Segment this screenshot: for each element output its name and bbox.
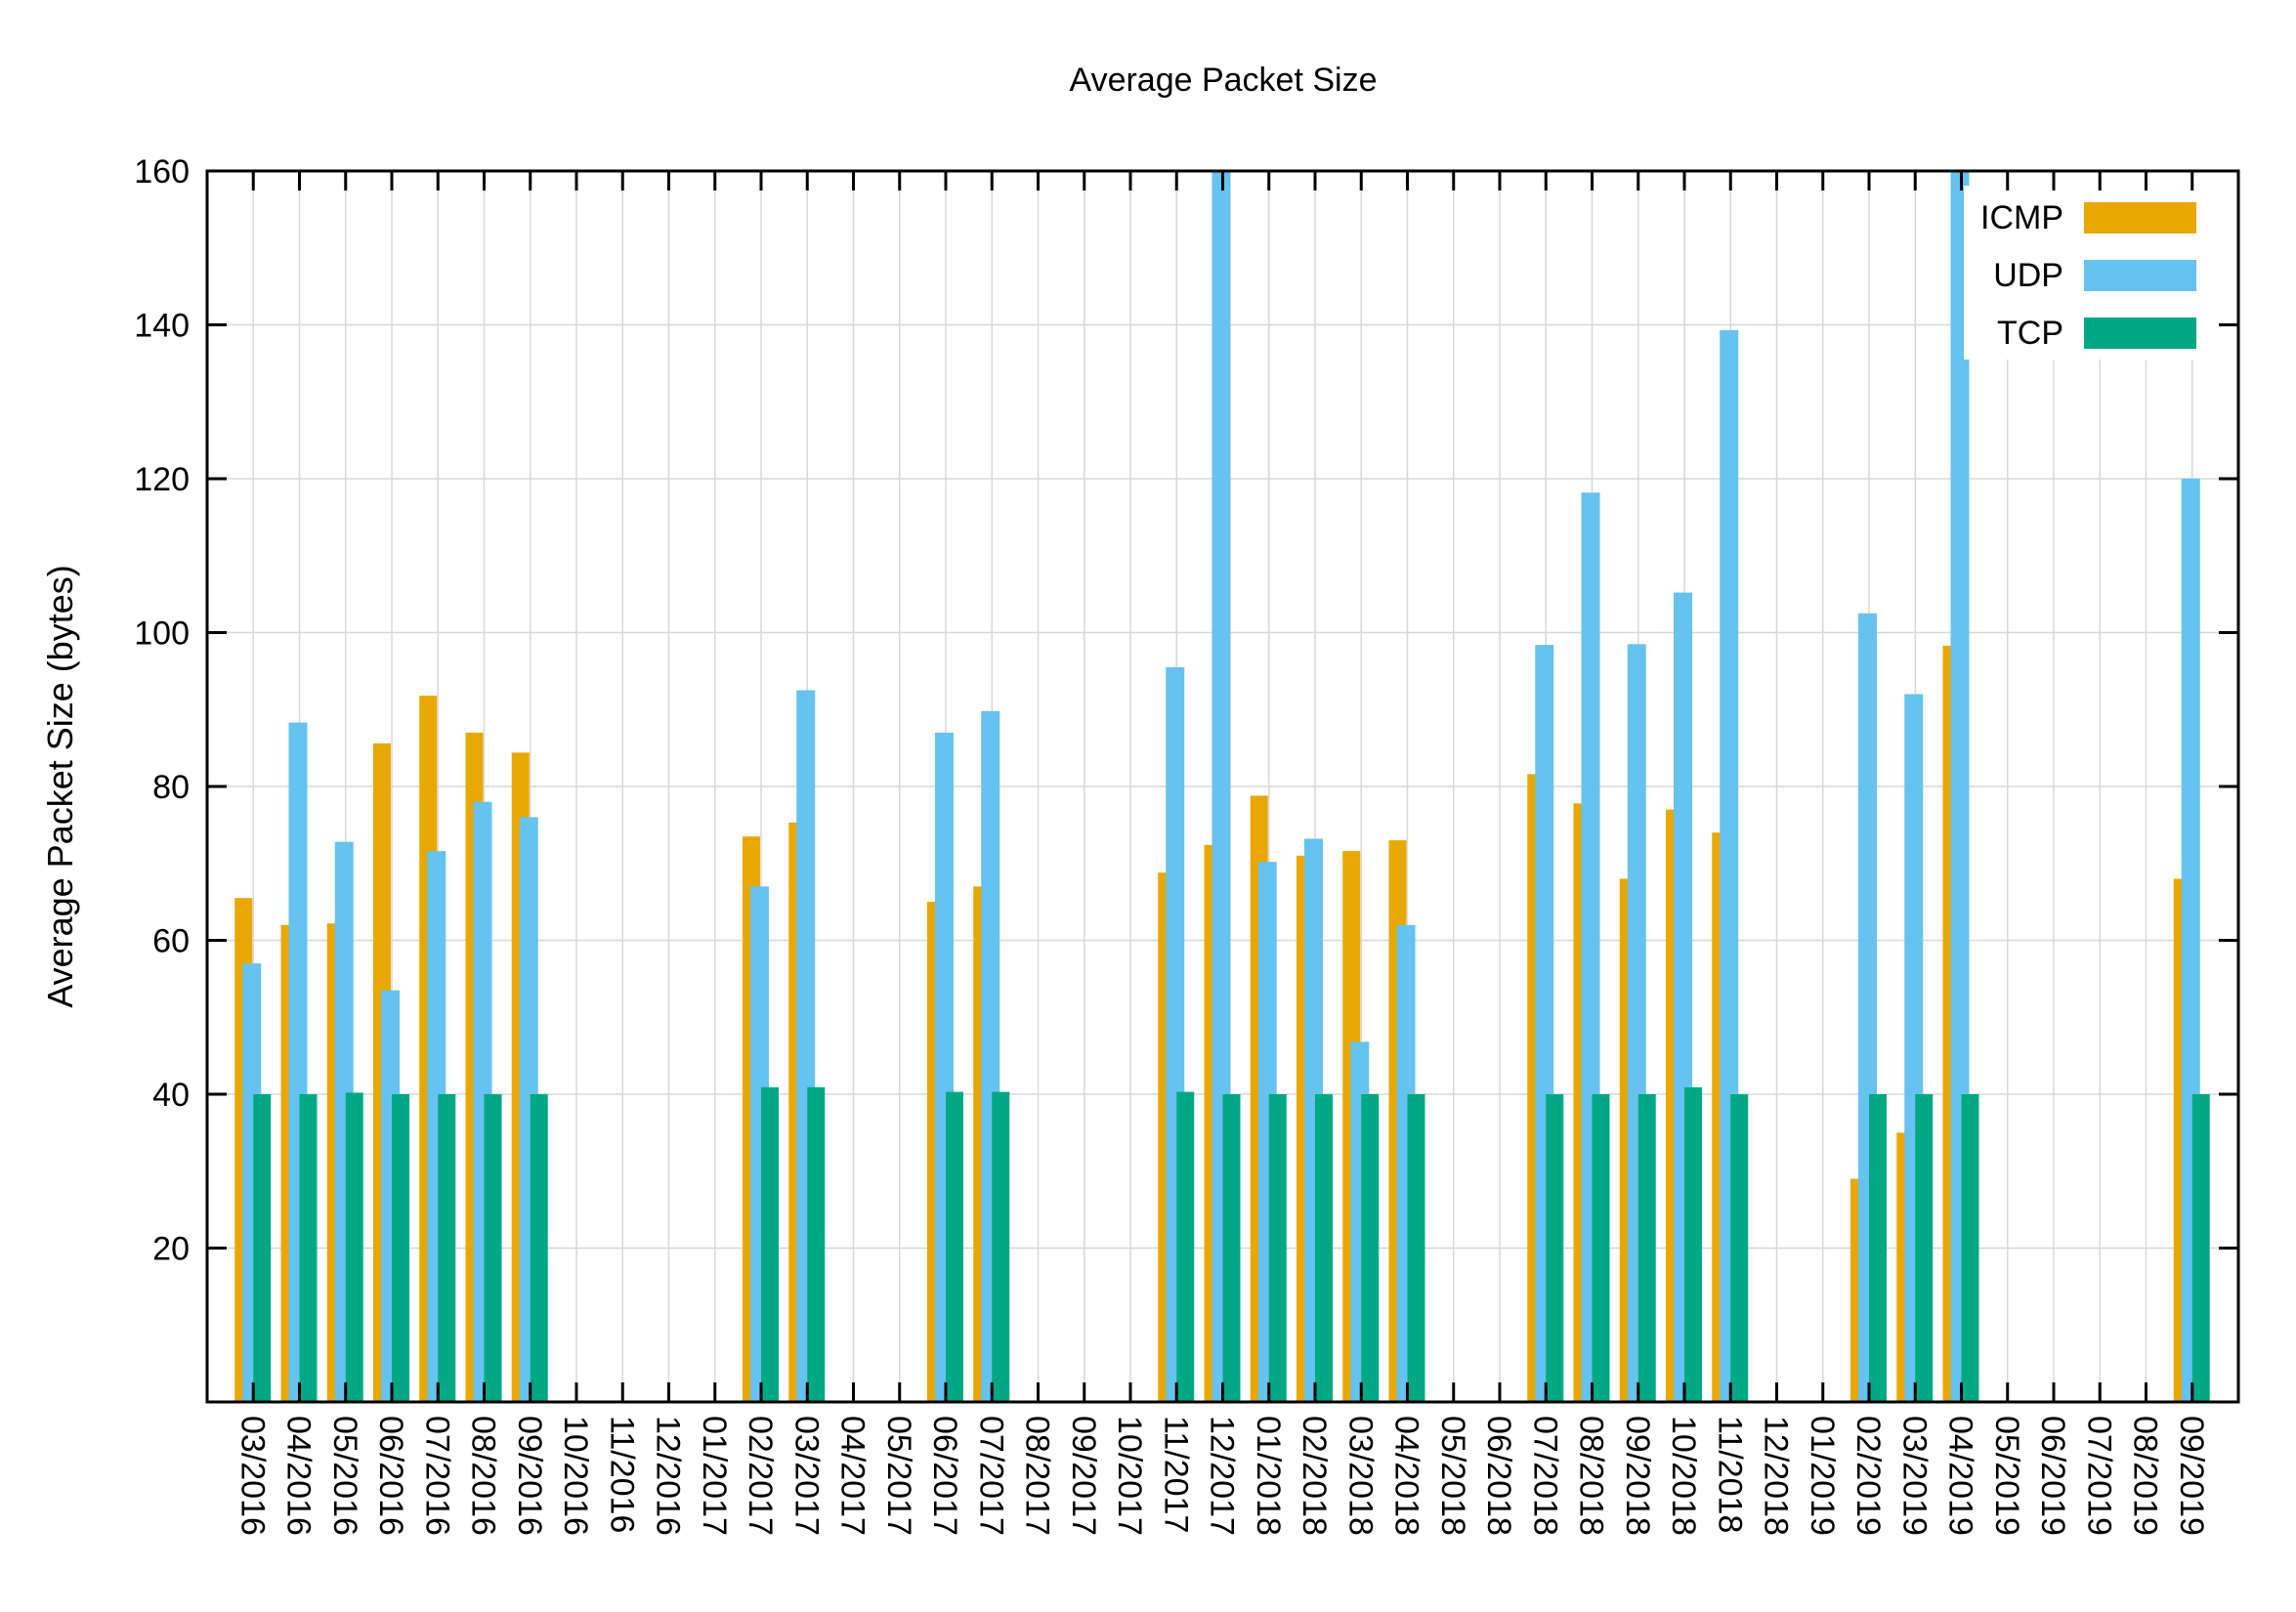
bar-tcp [253, 1094, 272, 1402]
x-tick-label: 05/2016 [326, 1416, 363, 1536]
x-tick-label: 03/2019 [1895, 1416, 1933, 1536]
bar-tcp [1222, 1094, 1241, 1402]
x-tick-label: 04/2016 [280, 1416, 318, 1536]
bar-tcp [992, 1091, 1010, 1402]
bar-tcp [299, 1094, 318, 1402]
x-tick-label: 09/2017 [1065, 1416, 1102, 1536]
bar-tcp [1961, 1094, 1979, 1402]
x-tick-label: 10/2016 [557, 1416, 594, 1536]
x-tick-label: 02/2017 [742, 1416, 779, 1536]
bar-tcp [1637, 1094, 1656, 1402]
bar-tcp [1592, 1094, 1610, 1402]
bar-tcp [1315, 1094, 1333, 1402]
x-tick-label: 01/2019 [1804, 1416, 1841, 1536]
x-tick-label: 11/2017 [1157, 1416, 1194, 1533]
x-tick-label: 04/2018 [1388, 1416, 1425, 1536]
y-tick-label: 40 [152, 1077, 190, 1114]
bar-tcp [1915, 1094, 1934, 1402]
legend-label-tcp: TCP [1997, 315, 2063, 352]
x-tick-label: 08/2017 [1019, 1416, 1056, 1536]
bar-tcp [1684, 1086, 1702, 1402]
bar-tcp [484, 1094, 502, 1402]
bar-tcp [1407, 1094, 1425, 1402]
chart-title: Average Packet Size [1070, 62, 1378, 99]
x-tick-label: 06/2018 [1480, 1416, 1517, 1536]
x-tick-label: 08/2019 [2127, 1416, 2164, 1536]
x-tick-label: 04/2017 [834, 1416, 872, 1536]
x-tick-label: 07/2018 [1526, 1416, 1563, 1536]
y-axis-label: Average Packet Size (bytes) [40, 565, 80, 1008]
y-tick-label: 60 [152, 923, 190, 960]
bars [234, 171, 2210, 1403]
legend-swatch-udp [2084, 260, 2196, 291]
bar-tcp [946, 1091, 963, 1402]
x-tick-label: 03/2017 [787, 1416, 825, 1536]
y-tick-label: 140 [134, 308, 190, 345]
bar-tcp [2191, 1094, 2210, 1402]
y-tick-label: 120 [134, 461, 190, 498]
y-tick-label: 160 [134, 153, 190, 191]
x-tick-label: 12/2017 [1204, 1416, 1241, 1536]
x-tick-label: 06/2017 [926, 1416, 963, 1536]
x-tick-label: 09/2018 [1619, 1416, 1656, 1536]
bar-tcp [1546, 1094, 1564, 1402]
x-tick-label: 06/2016 [372, 1416, 409, 1536]
bar-tcp [438, 1094, 456, 1402]
x-tick-label: 09/2019 [2173, 1416, 2210, 1536]
bar-tcp [1268, 1094, 1287, 1402]
x-tick-label: 09/2016 [511, 1416, 548, 1536]
bar-tcp [530, 1094, 548, 1402]
x-tick-label: 06/2019 [2034, 1416, 2071, 1536]
x-tick-label: 12/2016 [650, 1416, 687, 1536]
x-tick-label: 11/2018 [1711, 1416, 1748, 1533]
x-tick-label: 02/2018 [1296, 1416, 1333, 1536]
x-tick-label: 02/2019 [1850, 1416, 1887, 1536]
x-tick-label: 03/2016 [234, 1416, 271, 1536]
x-tick-label: 04/2019 [1942, 1416, 1979, 1536]
legend-swatch-tcp [2084, 318, 2196, 349]
x-tick-label: 03/2018 [1341, 1416, 1379, 1536]
x-tick-label: 08/2018 [1573, 1416, 1610, 1536]
bar-tcp [392, 1094, 409, 1402]
x-tick-label: 01/2017 [696, 1416, 733, 1536]
legend-label-udp: UDP [1993, 257, 2063, 294]
x-tick-label: 10/2017 [1111, 1416, 1148, 1536]
bar-tcp [807, 1086, 826, 1402]
y-tick-label: 20 [152, 1231, 190, 1268]
x-tick-label: 05/2019 [1988, 1416, 2025, 1536]
legend-label-icmp: ICMP [1980, 199, 2063, 236]
bar-tcp [1361, 1094, 1380, 1402]
x-tick-label: 07/2019 [2080, 1416, 2117, 1536]
bar-tcp [1869, 1094, 1887, 1402]
x-tick-label: 05/2017 [880, 1416, 917, 1536]
bar-tcp [761, 1086, 779, 1402]
y-tick-label: 80 [152, 769, 190, 806]
x-tick-label: 05/2018 [1434, 1416, 1471, 1536]
x-tick-label: 12/2018 [1758, 1416, 1795, 1536]
x-tick-label: 07/2017 [972, 1416, 1009, 1536]
legend: ICMP UDP TCP [1964, 186, 2228, 360]
legend-swatch-icmp [2084, 202, 2196, 233]
x-tick-label: 08/2016 [465, 1416, 502, 1536]
x-tick-label: 01/2018 [1250, 1416, 1287, 1536]
x-tick-label: 11/2016 [603, 1416, 640, 1533]
x-tick-label: 10/2018 [1665, 1416, 1702, 1536]
x-tick-label: 07/2016 [418, 1416, 455, 1536]
bar-tcp [345, 1092, 363, 1402]
bar-tcp [1176, 1091, 1195, 1402]
bar-tcp [1730, 1094, 1749, 1402]
y-tick-label: 100 [134, 615, 190, 653]
